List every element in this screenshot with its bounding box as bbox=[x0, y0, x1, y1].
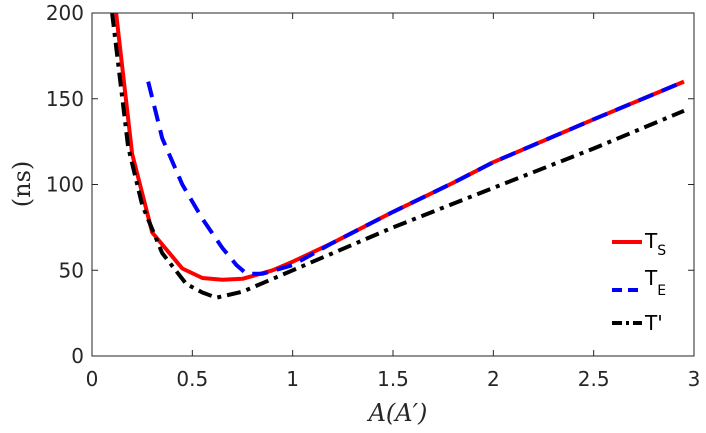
x-tick-label: 1 bbox=[286, 367, 299, 391]
legend-item-tprime: T' bbox=[612, 311, 663, 335]
series-layer bbox=[110, 13, 685, 300]
x-tick-label: 1.5 bbox=[377, 367, 409, 391]
y-tick-label: 150 bbox=[46, 87, 84, 111]
y-tick-label: 200 bbox=[46, 1, 84, 25]
y-tick-label: 50 bbox=[59, 258, 84, 282]
x-axis: 0 0.5 1 1.5 2 2.5 3 bbox=[86, 13, 701, 391]
legend-label-ts: TS bbox=[644, 229, 666, 259]
y-axis-title: (ns) bbox=[8, 161, 36, 208]
series-line-te bbox=[146, 79, 685, 276]
legend-label-te: TE bbox=[644, 266, 666, 299]
x-tick-label: 3 bbox=[688, 367, 701, 391]
y-axis: 0 50 100 150 200 bbox=[46, 1, 694, 368]
x-tick-label: 0.5 bbox=[176, 367, 208, 391]
x-tick-label: 2 bbox=[487, 367, 500, 391]
x-tick-label: 0 bbox=[86, 367, 99, 391]
y-tick-label: 100 bbox=[46, 173, 84, 197]
x-tick-label: 2.5 bbox=[578, 367, 610, 391]
legend-item-ts: TS bbox=[612, 229, 666, 259]
legend-label-tprime: T' bbox=[644, 311, 663, 335]
legend-item-te: TE bbox=[612, 266, 666, 299]
legend: TS TE T' bbox=[612, 229, 666, 335]
y-tick-label: 0 bbox=[71, 344, 84, 368]
plot-area bbox=[92, 13, 694, 356]
x-axis-title: A(A′) bbox=[367, 399, 428, 427]
